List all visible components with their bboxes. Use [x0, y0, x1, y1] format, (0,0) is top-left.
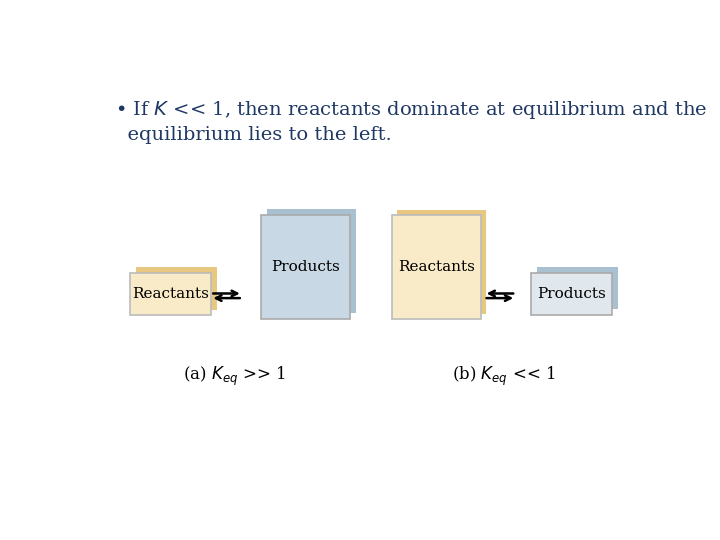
FancyBboxPatch shape — [537, 267, 618, 309]
Text: Products: Products — [536, 287, 606, 301]
FancyBboxPatch shape — [261, 215, 350, 319]
Text: equilibrium lies to the left.: equilibrium lies to the left. — [115, 126, 392, 144]
FancyBboxPatch shape — [392, 215, 481, 319]
FancyBboxPatch shape — [135, 267, 217, 309]
FancyBboxPatch shape — [397, 210, 486, 314]
FancyBboxPatch shape — [267, 209, 356, 313]
Text: Products: Products — [271, 260, 340, 274]
Text: (b) $K_{eq}$ << 1: (b) $K_{eq}$ << 1 — [452, 365, 556, 388]
Text: Reactants: Reactants — [132, 287, 210, 301]
Text: (a) $K_{eq}$ >> 1: (a) $K_{eq}$ >> 1 — [183, 365, 286, 388]
Text: Reactants: Reactants — [398, 260, 474, 274]
FancyBboxPatch shape — [130, 273, 211, 315]
FancyBboxPatch shape — [531, 273, 611, 315]
Text: • If $K$ << 1, then reactants dominate at equilibrium and the: • If $K$ << 1, then reactants dominate a… — [115, 99, 707, 122]
